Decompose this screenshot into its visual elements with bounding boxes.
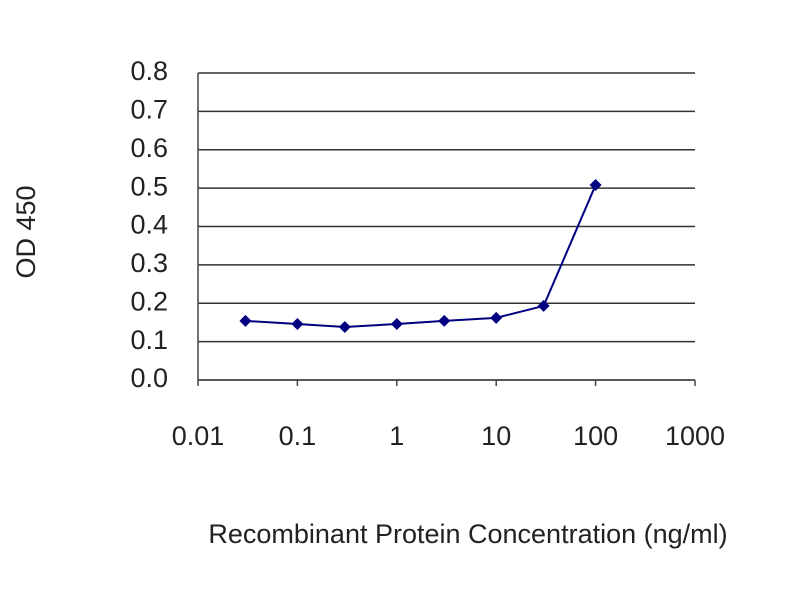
x-tick-label: 10 [481,421,511,451]
y-tick-label: 0.3 [130,248,168,278]
y-tick-label: 0.7 [130,95,168,125]
y-tick-label: 0.8 [130,56,168,86]
data-point [291,317,304,330]
y-tick-label: 0.2 [130,286,168,316]
x-tick-label: 1 [389,421,404,451]
y-tick-label: 0.1 [130,325,168,355]
x-tick-label: 0.01 [172,421,225,451]
x-tick-label: 0.1 [279,421,317,451]
y-tick-label: 0.0 [130,363,168,393]
y-tick-label: 0.6 [130,133,168,163]
data-point [589,179,602,192]
data-point [390,317,403,330]
x-tick-label: 1000 [665,421,725,451]
data-point [438,314,451,327]
series-line [245,184,597,329]
y-tick-label: 0.4 [130,210,168,240]
data-point [490,311,503,324]
y-axis-label: OD 450 [11,185,41,278]
x-axis-label: Recombinant Protein Concentration (ng/ml… [208,519,727,549]
y-tick-label: 0.5 [130,171,168,201]
data-point [239,314,252,327]
data-point [338,321,351,334]
data-point [537,299,550,312]
x-tick-label: 100 [573,421,618,451]
